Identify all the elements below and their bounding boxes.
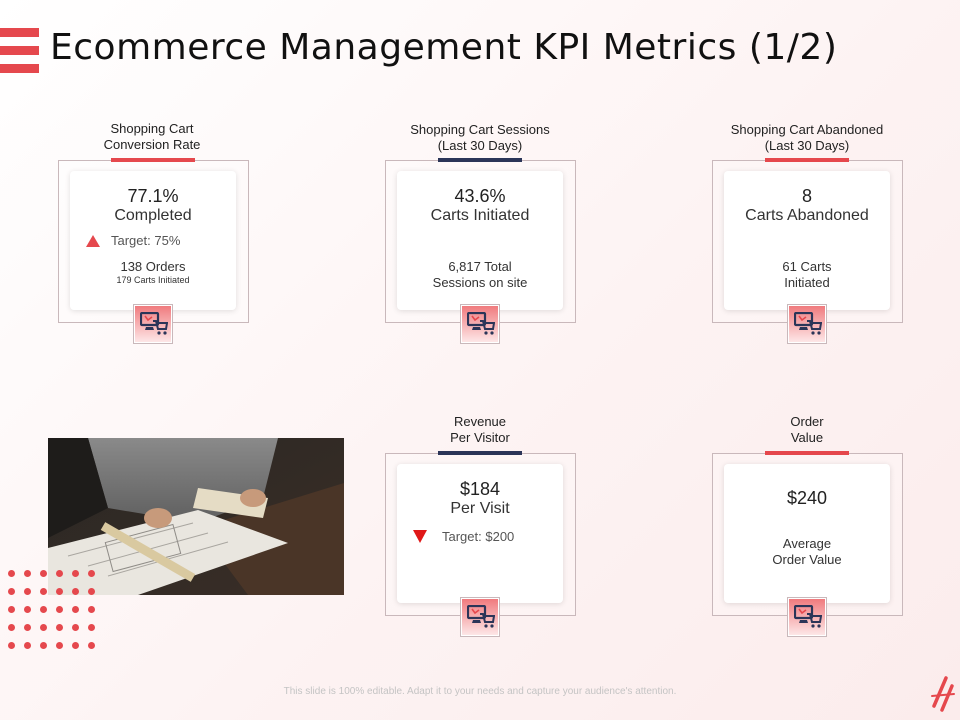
shopping-cart-monitor-icon (787, 597, 827, 637)
card-accent-bar (765, 158, 849, 162)
shopping-cart-monitor-icon (460, 304, 500, 344)
card-label-revenue: Revenue Per Visitor (450, 414, 510, 445)
card-revenue: $184 Per Visit Target: $200 (397, 464, 563, 603)
trend-down-icon (413, 530, 427, 543)
kpi-target: Target: $200 (442, 529, 515, 544)
kpi-detail-small: 179 Carts Initiated (116, 275, 190, 285)
kpi-caption: Carts Initiated (430, 207, 530, 224)
architect-drawing-photo (48, 438, 344, 595)
card-conversion: 77.1% Completed Target: 75% 138 Orders 1… (70, 171, 236, 310)
kpi-caption: Completed (114, 207, 192, 224)
kpi-value: 77.1% (127, 186, 179, 206)
kpi-detail: 61 Carts Initiated (782, 259, 832, 290)
kpi-value: 8 (801, 186, 812, 206)
kpi-caption: Carts Abandoned (745, 207, 869, 224)
shopping-cart-monitor-icon (787, 304, 827, 344)
card-label-conversion: Shopping Cart Conversion Rate (103, 121, 201, 152)
card-abandoned: 8 Carts Abandoned 61 Carts Initiated (724, 171, 890, 310)
card-sessions: 43.6% Carts Initiated 6,817 Total Sessio… (397, 171, 563, 310)
card-order-value: $240 Average Order Value (724, 464, 890, 603)
shopping-cart-monitor-icon (133, 304, 173, 344)
card-accent-bar (438, 158, 522, 162)
shopping-cart-monitor-icon (460, 597, 500, 637)
page-title: Ecommerce Management KPI Metrics (1/2) (50, 27, 838, 68)
card-label-abandoned: Shopping Cart Abandoned (Last 30 Days) (730, 122, 884, 153)
brand-logo-icon (928, 676, 958, 717)
card-accent-bar (438, 451, 522, 455)
kpi-detail: Average Order Value (772, 536, 842, 567)
kpi-detail: 6,817 Total Sessions on site (432, 259, 528, 290)
card-label-sessions: Shopping Cart Sessions (Last 30 Days) (410, 122, 550, 153)
kpi-target: Target: 75% (111, 233, 181, 248)
trend-up-icon (86, 235, 100, 247)
kpi-value: 43.6% (454, 186, 506, 206)
card-label-order-value: Order Value (790, 414, 824, 445)
kpi-detail: 138 Orders (120, 259, 186, 274)
card-accent-bar (111, 158, 195, 162)
kpi-caption: Per Visit (450, 500, 510, 517)
menu-icon[interactable] (0, 28, 40, 74)
card-accent-bar (765, 451, 849, 455)
footer-note: This slide is 100% editable. Adapt it to… (283, 686, 677, 697)
kpi-value: $184 (459, 479, 501, 499)
kpi-value: $240 (786, 488, 828, 508)
